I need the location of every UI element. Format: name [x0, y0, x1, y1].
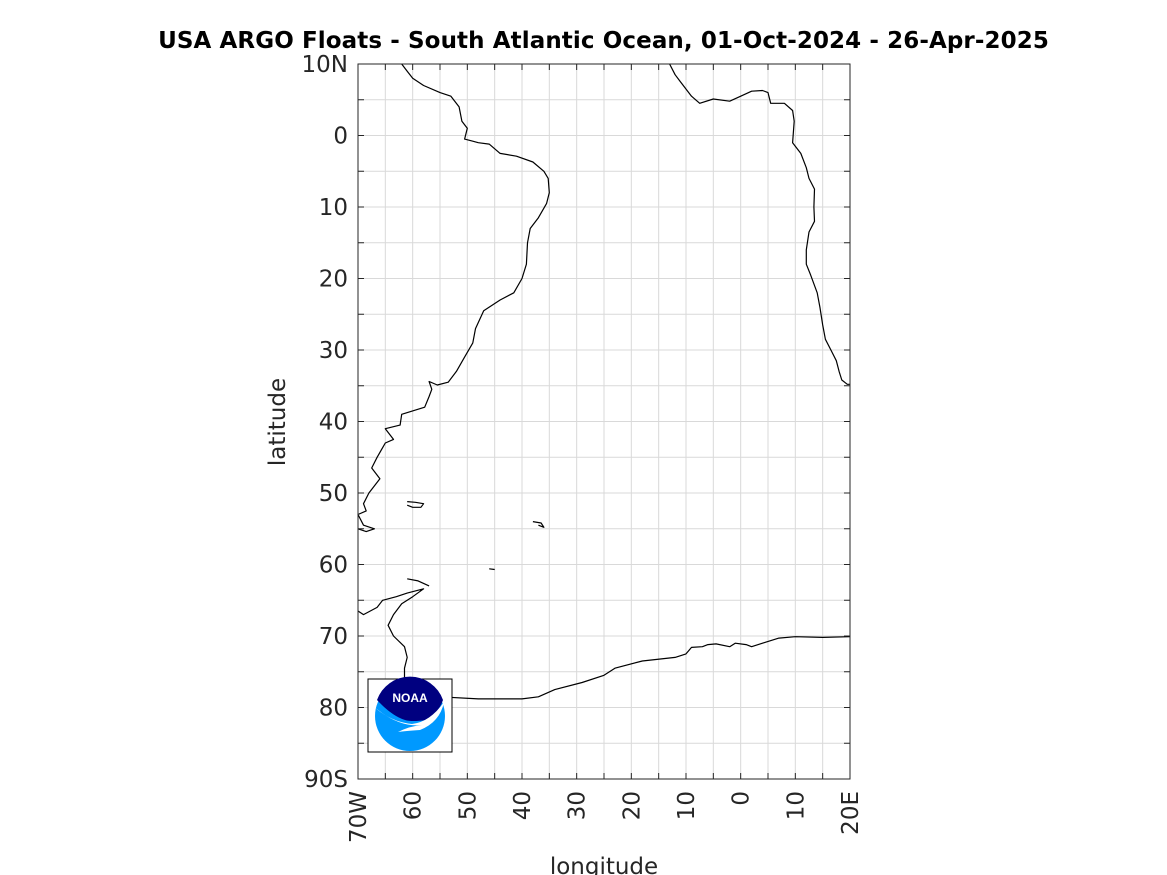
y-tick-labels: 10N 0 10 20 30 40 50 60 70 80 90S [302, 52, 348, 793]
x-tick-label: 60 [401, 791, 427, 820]
map-frame [357, 63, 851, 780]
y-tick-label: 20 [319, 267, 348, 293]
y-tick-label: 10 [319, 195, 348, 221]
x-tick-label: 20E [838, 791, 864, 835]
coastlines [357, 63, 851, 700]
x-axis-label: longitude [550, 854, 658, 875]
coastline-africa [669, 63, 850, 385]
coastline-falklands [406, 501, 425, 508]
y-tick-label: 60 [319, 553, 348, 579]
coastline-south-shetland [407, 578, 430, 587]
y-tick-label: 40 [319, 410, 348, 436]
y-axis-label: latitude [265, 378, 291, 466]
logo-sky-half [377, 676, 443, 721]
x-tick-label: 0 [729, 791, 755, 806]
x-tick-label: 10 [674, 791, 700, 820]
x-tick-label: 50 [455, 791, 481, 820]
noaa-logo: NOAA [367, 676, 453, 753]
axis-ticks [358, 64, 850, 779]
x-tick-label: 10 [783, 791, 809, 820]
x-tick-label: 30 [565, 791, 591, 820]
logo-gull-icon [372, 702, 444, 732]
y-tick-label: 50 [319, 481, 348, 507]
x-tick-label: 70W [346, 791, 372, 843]
y-tick-label: 70 [319, 624, 348, 650]
coastline-south-orkney [489, 568, 495, 571]
logo-text: NOAA [392, 691, 428, 705]
y-tick-label: 90S [304, 767, 348, 793]
coastline-south-georgia [532, 521, 545, 528]
coastline-antarctic-peninsula [357, 588, 851, 700]
x-tick-label: 20 [619, 791, 645, 820]
y-tick-label: 0 [333, 124, 348, 150]
y-tick-label: 10N [302, 52, 348, 78]
y-tick-label: 30 [319, 338, 348, 364]
graticule-grid [358, 64, 850, 779]
x-tick-labels: 70W 60 50 40 30 20 10 0 10 20E [346, 791, 864, 843]
map-title: USA ARGO Floats - South Atlantic Ocean, … [158, 28, 1049, 54]
x-tick-label: 40 [510, 791, 536, 820]
coastline-south-america [357, 63, 550, 533]
y-tick-label: 80 [319, 696, 348, 722]
